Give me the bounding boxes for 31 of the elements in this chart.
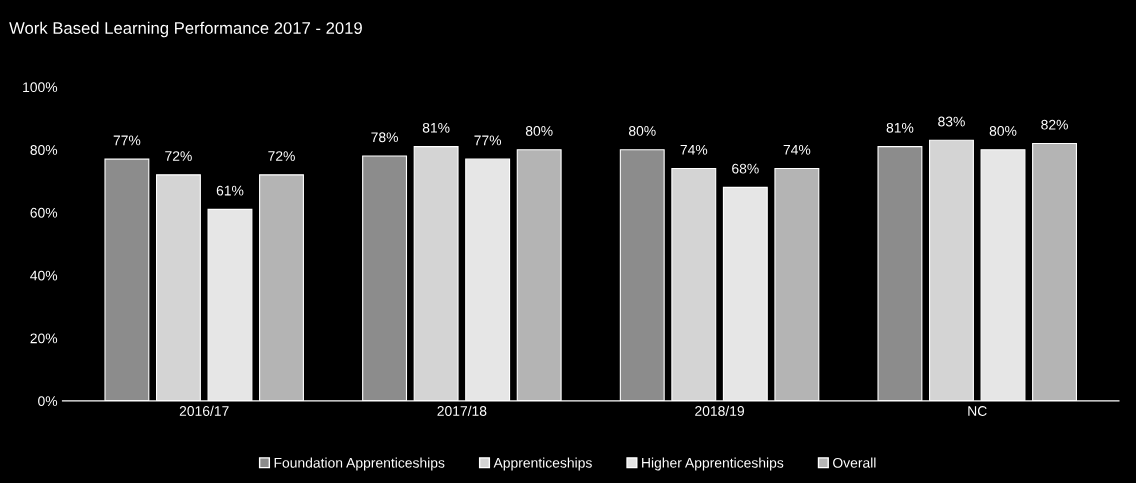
x-tick-label: 2016/17 [179, 405, 229, 416]
chart-title: Work Based Learning Performance 2017 - 2019 [9, 21, 362, 38]
y-tick-label: 40% [30, 270, 58, 281]
data-label: 80% [628, 126, 656, 136]
data-label: 72% [165, 151, 192, 161]
data-label: 82% [1041, 119, 1068, 130]
data-label: 74% [783, 144, 811, 155]
data-label: 72% [268, 151, 295, 161]
y-tick-label: 100% [23, 82, 58, 93]
data-label: 77% [113, 135, 141, 146]
legend-label: Higher Apprenticeships [642, 457, 784, 471]
y-tick-label: 0% [38, 396, 58, 407]
x-tick-label: NC [968, 406, 987, 416]
y-tick-label: 20% [30, 333, 58, 344]
data-label: 81% [886, 122, 914, 133]
data-label: 81% [422, 122, 450, 133]
data-label: 74% [680, 144, 708, 155]
x-tick-label: 2017/18 [437, 405, 487, 416]
legend-label: Overall [833, 457, 876, 468]
legend-label: Foundation Apprenticeships [274, 457, 445, 471]
data-label: 68% [732, 163, 759, 174]
x-tick-label: 2018/19 [695, 405, 745, 416]
legend-label: Apprenticeships [493, 457, 592, 471]
data-label: 78% [371, 132, 398, 143]
data-label: 80% [525, 126, 553, 136]
data-label: 61% [216, 185, 244, 196]
y-tick-label: 80% [30, 145, 58, 155]
data-label: 77% [474, 135, 502, 146]
data-label: 80% [989, 126, 1017, 136]
y-tick-label: 60% [30, 207, 58, 218]
data-label: 83% [938, 116, 965, 127]
